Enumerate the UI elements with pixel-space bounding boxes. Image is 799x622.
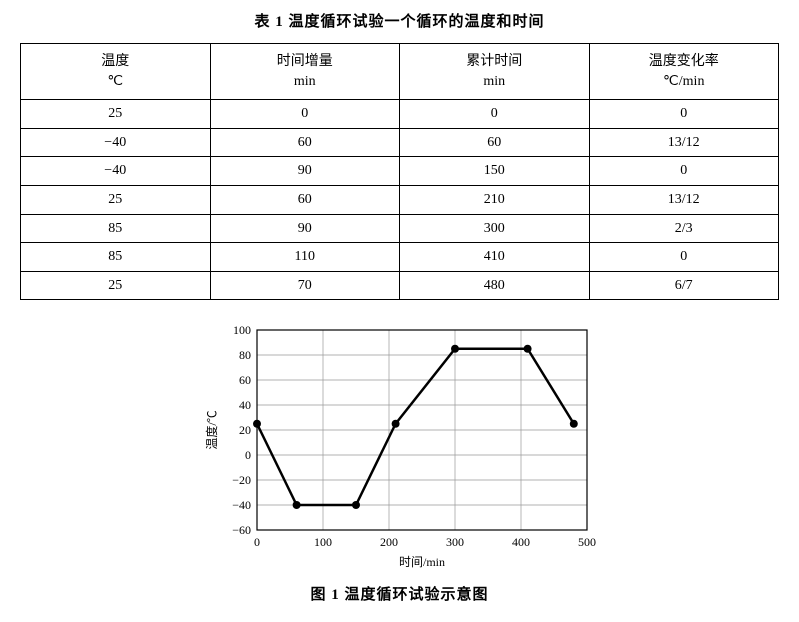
svg-text:100: 100: [314, 535, 332, 549]
table-cell: 25: [21, 100, 211, 129]
col-header-3: 温度变化率 ℃/min: [589, 44, 779, 100]
col-header-2-l1: 累计时间: [400, 52, 589, 72]
table-cell: 0: [589, 243, 779, 272]
svg-text:0: 0: [245, 448, 251, 462]
table-cell: 2/3: [589, 214, 779, 243]
table-cell: 85: [21, 243, 211, 272]
col-header-0: 温度 ℃: [21, 44, 211, 100]
table-cell: 25: [21, 185, 211, 214]
table-cell: 70: [210, 271, 400, 300]
table-cell: 0: [400, 100, 590, 129]
table-row: −40606013/12: [21, 128, 779, 157]
table-cell: 13/12: [589, 128, 779, 157]
table-cell: −40: [21, 157, 211, 186]
col-header-2-l2: min: [400, 72, 589, 92]
svg-text:200: 200: [380, 535, 398, 549]
table-row: 256021013/12: [21, 185, 779, 214]
table-cell: 150: [400, 157, 590, 186]
svg-text:−20: −20: [232, 473, 251, 487]
table-cell: 90: [210, 157, 400, 186]
svg-text:时间/min: 时间/min: [399, 555, 445, 569]
table-cell: 60: [210, 185, 400, 214]
table-cell: 0: [589, 100, 779, 129]
chart-area: 0 100 200 300 400 500 −60 −40 −20 0 20 40 60 80 100 时间/…: [20, 320, 779, 575]
col-header-2: 累计时间 min: [400, 44, 590, 100]
table-cell: 410: [400, 243, 590, 272]
table-cell: 480: [400, 271, 590, 300]
svg-text:300: 300: [446, 535, 464, 549]
table-cell: 60: [400, 128, 590, 157]
table-cell: 0: [589, 157, 779, 186]
col-header-3-l1: 温度变化率: [590, 52, 779, 72]
svg-text:温度/℃: 温度/℃: [204, 411, 219, 450]
table-cell: 210: [400, 185, 590, 214]
svg-text:80: 80: [239, 348, 251, 362]
table-cell: 300: [400, 214, 590, 243]
table-body: 25000−40606013/12−40901500256021013/1285…: [21, 100, 779, 300]
svg-text:100: 100: [233, 323, 251, 337]
svg-text:40: 40: [239, 398, 251, 412]
col-header-1-l1: 时间增量: [211, 52, 400, 72]
table-title: 表 1 温度循环试验一个循环的温度和时间: [20, 10, 779, 31]
svg-text:60: 60: [239, 373, 251, 387]
table-cell: 6/7: [589, 271, 779, 300]
col-header-1: 时间增量 min: [210, 44, 400, 100]
svg-text:500: 500: [578, 535, 596, 549]
table-cell: 0: [210, 100, 400, 129]
data-table: 温度 ℃ 时间增量 min 累计时间 min 温度变化率 ℃/min 25000…: [20, 43, 779, 300]
table-row: 851104100: [21, 243, 779, 272]
svg-text:−60: −60: [232, 523, 251, 537]
svg-text:20: 20: [239, 423, 251, 437]
table-cell: −40: [21, 128, 211, 157]
table-cell: 90: [210, 214, 400, 243]
col-header-3-l2: ℃/min: [590, 72, 779, 92]
table-row: −40901500: [21, 157, 779, 186]
figure-title: 图 1 温度循环试验示意图: [20, 583, 779, 604]
table-row: 25704806/7: [21, 271, 779, 300]
table-cell: 60: [210, 128, 400, 157]
col-header-0-l2: ℃: [21, 72, 210, 92]
table-cell: 85: [21, 214, 211, 243]
table-cell: 110: [210, 243, 400, 272]
table-row: 85903002/3: [21, 214, 779, 243]
table-cell: 13/12: [589, 185, 779, 214]
table-row: 25000: [21, 100, 779, 129]
col-header-1-l2: min: [211, 72, 400, 92]
line-chart: 0 100 200 300 400 500 −60 −40 −20 0 20 40 60 80 100 时间/…: [202, 320, 597, 575]
svg-text:−40: −40: [232, 498, 251, 512]
svg-text:400: 400: [512, 535, 530, 549]
table-cell: 25: [21, 271, 211, 300]
table-header-row: 温度 ℃ 时间增量 min 累计时间 min 温度变化率 ℃/min: [21, 44, 779, 100]
svg-text:0: 0: [254, 535, 260, 549]
col-header-0-l1: 温度: [21, 52, 210, 72]
